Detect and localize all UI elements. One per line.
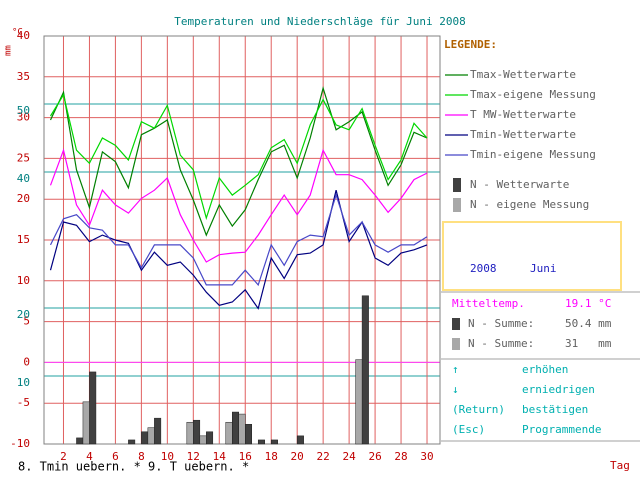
bar <box>154 417 162 445</box>
y-tick-label: 35 <box>17 70 30 83</box>
x-tick-label: 14 <box>213 450 227 463</box>
bar <box>225 421 233 445</box>
x-tick-label: 6 <box>112 450 119 463</box>
period-year: 2008 <box>470 262 497 275</box>
key-action: Programmende <box>522 423 601 436</box>
legend-swatch <box>453 198 461 212</box>
bar <box>199 435 207 445</box>
bar <box>257 439 265 445</box>
sum-icon <box>452 318 460 330</box>
x-axis-label: Tag <box>610 459 630 472</box>
y2-tick-label: 50 <box>17 104 30 117</box>
series-line <box>49 148 428 263</box>
bar <box>76 437 84 445</box>
x-tick-label: 24 <box>342 450 356 463</box>
period-month: Juni <box>530 262 557 275</box>
key-action: erhöhen <box>522 363 568 376</box>
bar <box>361 295 369 445</box>
bar <box>355 359 363 445</box>
legend-entry: T MW-Wetterwarte <box>470 108 576 121</box>
x-tick-label: 2 <box>60 450 67 463</box>
x-tick-label: 26 <box>368 450 381 463</box>
x-tick-label: 28 <box>394 450 407 463</box>
y2-tick-label: 20 <box>17 308 30 321</box>
y-tick-label: 40 <box>17 29 30 42</box>
stat-label: N - Summe: <box>468 337 534 350</box>
y-unit: °C <box>12 28 23 38</box>
series-line <box>49 93 428 221</box>
stat-value: 50.4 mm <box>565 317 612 330</box>
series-line <box>49 86 428 237</box>
bar <box>244 424 252 445</box>
x-tick-label: 8 <box>138 450 145 463</box>
legend-entry: Tmax-Wetterwarte <box>470 68 576 81</box>
y-tick-label: -5 <box>17 396 30 409</box>
stat-value: 31 mm <box>565 337 612 350</box>
legend-entry: Tmin-Wetterwarte <box>470 128 576 141</box>
legend-title: LEGENDE: <box>444 38 497 51</box>
x-tick-label: 18 <box>265 450 278 463</box>
legend-entry: N - Wetterwarte <box>470 178 569 191</box>
stat-label: Mitteltemp. <box>452 297 525 310</box>
x-tick-label: 12 <box>187 450 200 463</box>
y2-unit: mm <box>4 45 14 56</box>
key-name: ↓ <box>452 383 459 396</box>
y-tick-label: 5 <box>23 315 30 328</box>
y-tick-label: 30 <box>17 111 30 124</box>
x-tick-label: 30 <box>420 450 433 463</box>
grid <box>44 35 440 445</box>
y-tick-label: 0 <box>23 355 30 368</box>
key-name: (Return) <box>452 403 505 416</box>
key-name: ↑ <box>452 363 459 376</box>
x-tick-label: 22 <box>317 450 330 463</box>
y-tick-label: 10 <box>17 274 30 287</box>
bar <box>238 413 246 445</box>
bar <box>82 401 90 445</box>
bar <box>296 435 304 445</box>
legend-entry: Tmax-eigene Messung <box>470 88 596 101</box>
stat-label: N - Summe: <box>468 317 534 330</box>
series-line <box>49 190 428 310</box>
y-tick-label: 20 <box>17 192 30 205</box>
stat-value: 19.1 °C <box>565 297 611 310</box>
key-name: (Esc) <box>452 423 485 436</box>
bar <box>186 421 194 445</box>
key-action: bestätigen <box>522 403 588 416</box>
series-line <box>49 193 428 287</box>
chart-title: Temperaturen und Niederschläge für Juni … <box>174 15 465 28</box>
bar <box>270 439 278 445</box>
bar <box>141 431 149 445</box>
bar <box>147 427 155 445</box>
x-tick-label: 20 <box>291 450 304 463</box>
bar <box>128 439 136 445</box>
x-tick-label: 4 <box>86 450 93 463</box>
y-tick-label: -10 <box>10 437 30 450</box>
y-tick-label: 15 <box>17 233 30 246</box>
period-box <box>442 221 622 291</box>
bar <box>193 419 201 445</box>
bar <box>206 431 214 445</box>
footer: 8. Tmin uebern. * 9. T uebern. * <box>18 460 249 474</box>
sum-icon <box>452 338 460 350</box>
x-tick-label: 10 <box>161 450 174 463</box>
legend-entry: Tmin-eigene Messung <box>470 148 596 161</box>
y-tick-label: 25 <box>17 151 30 164</box>
legend-swatch <box>453 178 461 192</box>
legend-entry: N - eigene Messung <box>470 198 589 211</box>
bar <box>232 411 240 445</box>
bar <box>89 371 97 445</box>
key-action: erniedrigen <box>522 383 595 396</box>
y2-tick-label: 10 <box>17 376 30 389</box>
x-tick-label: 16 <box>239 450 252 463</box>
y2-tick-label: 40 <box>17 172 30 185</box>
